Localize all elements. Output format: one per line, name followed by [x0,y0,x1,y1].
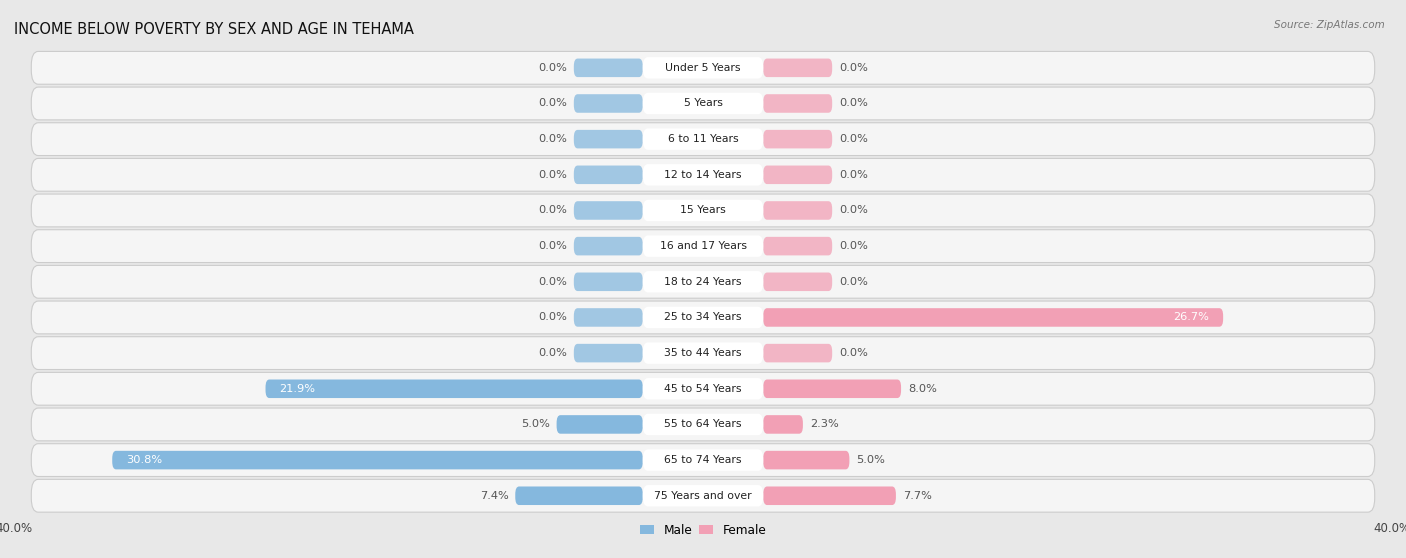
FancyBboxPatch shape [31,158,1375,191]
FancyBboxPatch shape [643,378,763,400]
FancyBboxPatch shape [763,59,832,77]
Text: 30.8%: 30.8% [127,455,162,465]
Text: 2.3%: 2.3% [810,420,838,430]
FancyBboxPatch shape [763,130,832,148]
FancyBboxPatch shape [763,344,832,362]
Text: 35 to 44 Years: 35 to 44 Years [664,348,742,358]
FancyBboxPatch shape [574,308,643,327]
FancyBboxPatch shape [31,230,1375,262]
Text: 0.0%: 0.0% [839,277,868,287]
FancyBboxPatch shape [763,272,832,291]
Text: 16 and 17 Years: 16 and 17 Years [659,241,747,251]
FancyBboxPatch shape [643,413,763,435]
Text: Source: ZipAtlas.com: Source: ZipAtlas.com [1274,20,1385,30]
Text: 26.7%: 26.7% [1174,312,1209,323]
FancyBboxPatch shape [574,94,643,113]
Text: 18 to 24 Years: 18 to 24 Years [664,277,742,287]
FancyBboxPatch shape [31,408,1375,441]
Text: 0.0%: 0.0% [538,312,567,323]
Legend: Male, Female: Male, Female [634,519,772,541]
Text: 0.0%: 0.0% [839,205,868,215]
FancyBboxPatch shape [643,271,763,292]
Text: 7.4%: 7.4% [479,490,509,501]
FancyBboxPatch shape [763,379,901,398]
FancyBboxPatch shape [574,166,643,184]
FancyBboxPatch shape [557,415,643,434]
FancyBboxPatch shape [763,451,849,469]
Text: 0.0%: 0.0% [538,134,567,144]
FancyBboxPatch shape [31,336,1375,369]
Text: 0.0%: 0.0% [839,63,868,73]
Text: 65 to 74 Years: 65 to 74 Years [664,455,742,465]
Text: 12 to 14 Years: 12 to 14 Years [664,170,742,180]
FancyBboxPatch shape [763,415,803,434]
FancyBboxPatch shape [574,272,643,291]
FancyBboxPatch shape [643,343,763,364]
Text: 0.0%: 0.0% [538,348,567,358]
FancyBboxPatch shape [31,87,1375,120]
Text: 5.0%: 5.0% [856,455,886,465]
Text: 7.7%: 7.7% [903,490,932,501]
Text: 0.0%: 0.0% [538,63,567,73]
Text: 21.9%: 21.9% [280,384,315,394]
Text: 55 to 64 Years: 55 to 64 Years [664,420,742,430]
Text: Under 5 Years: Under 5 Years [665,63,741,73]
FancyBboxPatch shape [643,57,763,79]
FancyBboxPatch shape [643,449,763,471]
FancyBboxPatch shape [643,93,763,114]
Text: 45 to 54 Years: 45 to 54 Years [664,384,742,394]
FancyBboxPatch shape [763,308,1223,327]
FancyBboxPatch shape [763,166,832,184]
FancyBboxPatch shape [574,201,643,220]
Text: 75 Years and over: 75 Years and over [654,490,752,501]
Text: 0.0%: 0.0% [538,98,567,108]
FancyBboxPatch shape [112,451,643,469]
FancyBboxPatch shape [266,379,643,398]
FancyBboxPatch shape [643,307,763,328]
FancyBboxPatch shape [31,444,1375,477]
FancyBboxPatch shape [763,94,832,113]
Text: 0.0%: 0.0% [839,348,868,358]
Text: 0.0%: 0.0% [538,241,567,251]
FancyBboxPatch shape [643,485,763,507]
Text: 5 Years: 5 Years [683,98,723,108]
FancyBboxPatch shape [31,372,1375,405]
FancyBboxPatch shape [515,487,643,505]
FancyBboxPatch shape [574,130,643,148]
Text: 6 to 11 Years: 6 to 11 Years [668,134,738,144]
FancyBboxPatch shape [31,301,1375,334]
FancyBboxPatch shape [31,123,1375,156]
FancyBboxPatch shape [574,344,643,362]
FancyBboxPatch shape [643,235,763,257]
Text: 25 to 34 Years: 25 to 34 Years [664,312,742,323]
Text: INCOME BELOW POVERTY BY SEX AND AGE IN TEHAMA: INCOME BELOW POVERTY BY SEX AND AGE IN T… [14,22,413,36]
Text: 0.0%: 0.0% [538,205,567,215]
FancyBboxPatch shape [31,194,1375,227]
FancyBboxPatch shape [574,59,643,77]
FancyBboxPatch shape [763,201,832,220]
Text: 5.0%: 5.0% [520,420,550,430]
Text: 0.0%: 0.0% [839,241,868,251]
Text: 8.0%: 8.0% [908,384,936,394]
FancyBboxPatch shape [31,266,1375,298]
Text: 0.0%: 0.0% [839,134,868,144]
Text: 0.0%: 0.0% [538,277,567,287]
Text: 0.0%: 0.0% [839,98,868,108]
FancyBboxPatch shape [31,51,1375,84]
FancyBboxPatch shape [643,200,763,221]
FancyBboxPatch shape [643,128,763,150]
FancyBboxPatch shape [763,237,832,256]
FancyBboxPatch shape [643,164,763,185]
Text: 0.0%: 0.0% [839,170,868,180]
FancyBboxPatch shape [31,479,1375,512]
FancyBboxPatch shape [763,487,896,505]
Text: 15 Years: 15 Years [681,205,725,215]
Text: 0.0%: 0.0% [538,170,567,180]
FancyBboxPatch shape [574,237,643,256]
